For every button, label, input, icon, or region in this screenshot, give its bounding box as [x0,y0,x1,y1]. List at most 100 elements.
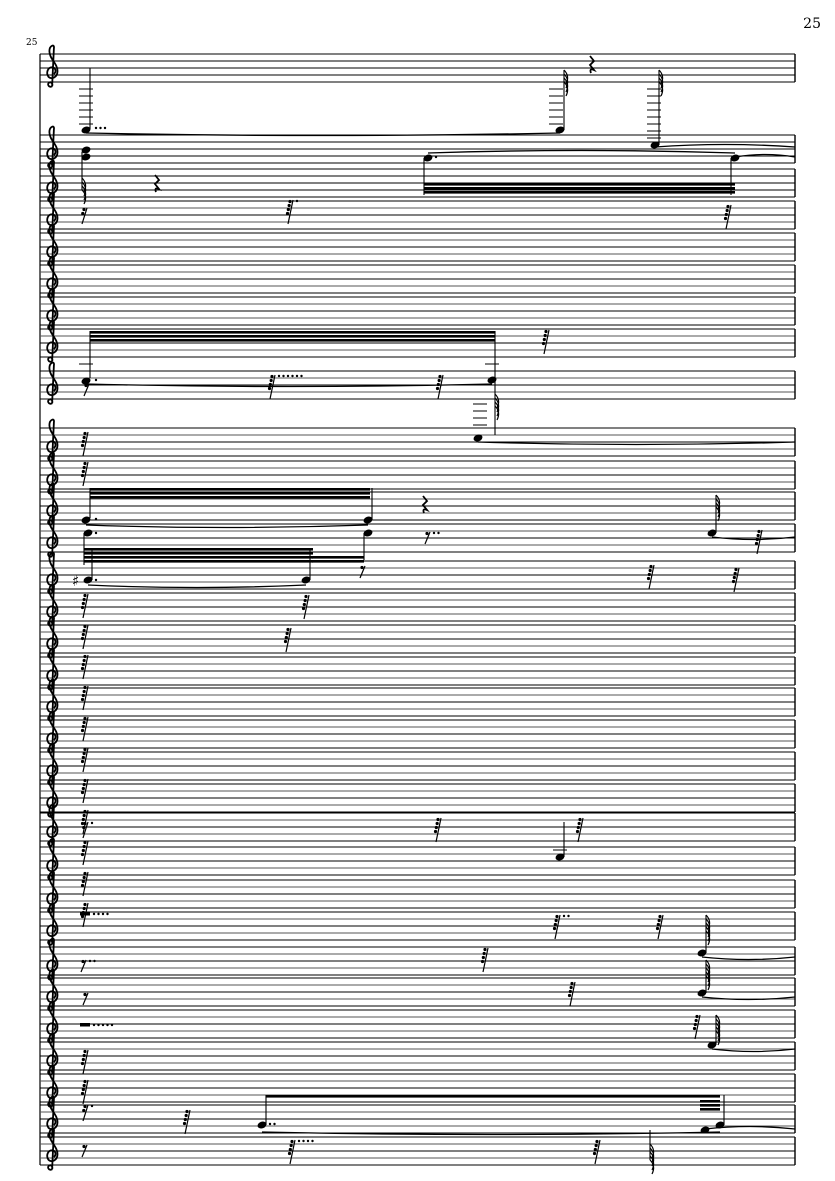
rest-flag [756,533,760,538]
rest-flag [81,817,85,822]
rest-stem [733,567,740,593]
augmentation-dot [282,374,285,378]
rest-stem [82,992,89,1006]
rest-flag [284,635,288,640]
beam [424,183,735,186]
flag [563,81,569,97]
tie [85,524,369,529]
rest-stem [81,1144,88,1158]
notehead [81,377,91,385]
rest-stem [554,914,561,940]
augmentation-dot [103,126,107,130]
rest-flag [83,840,87,845]
rest-flag [268,382,272,387]
rest-flag [646,576,651,581]
notehead [81,126,91,134]
quarter-rest [421,495,430,514]
rest-flag [433,829,438,834]
rest-flag [83,1049,87,1054]
rest-flag [569,985,573,990]
rest-flag [555,914,559,919]
rest-stem [648,564,655,590]
tie [85,132,561,137]
rest-flag [82,751,86,756]
augmentation-dot [97,912,100,916]
notehead [81,146,91,154]
beam [90,492,370,495]
tie [477,441,796,446]
augmentation-dot [434,155,438,159]
augmentation-dot [306,1139,310,1143]
augmentation-dot [295,374,299,378]
rest-flag [360,565,364,570]
beam [84,552,313,555]
beam [700,1108,720,1111]
rest-flag [483,947,487,952]
rest-flag [82,813,86,818]
rest-flag [694,1018,698,1023]
flag [563,77,569,93]
rest-flag [594,1143,598,1148]
augmentation-dot [300,374,303,378]
rest-flag [83,902,87,907]
rest-flag [183,1117,187,1122]
rest-flag [83,778,87,783]
rest-stem [82,1079,89,1105]
beam [84,560,313,563]
rest-flag [81,1087,85,1092]
rest-flag [182,1121,187,1126]
rest-stem [725,204,732,230]
rest-stem [577,817,584,843]
rest-flag [83,654,87,659]
augmentation-dot [94,378,98,382]
flag [658,81,664,97]
notehead [715,1121,725,1129]
beam [424,187,735,190]
rest-stem [424,531,431,545]
rest-flag [80,1061,85,1066]
rest-stem [82,747,89,773]
rest-flag [482,951,486,956]
rest-flag [285,211,290,216]
beam [90,335,495,338]
rest-flag [553,922,557,927]
flag [81,177,87,193]
rest-flag [438,374,442,379]
rest-flag [304,594,308,599]
rest-flag [648,568,652,573]
rest-flag [82,906,86,911]
rest-flag [726,204,730,209]
rest-stem [269,374,276,400]
rest-stem [82,593,89,619]
beam [312,556,364,559]
rest-flag [81,211,85,216]
notehead [257,1121,267,1129]
quarter-rest [153,174,162,193]
rest-flag [303,598,307,603]
notehead [301,576,311,584]
rest-flag [437,378,441,383]
rest-flag [81,439,85,444]
rest-flag [83,431,87,436]
augmentation-dot [311,1139,314,1143]
augmentation-dot [101,1023,105,1027]
rest-flag [288,199,292,204]
rest-flag [82,825,86,830]
rest-flag [656,922,660,927]
rest-flag [302,602,306,607]
rest-flag [267,386,272,391]
rest-stem [543,329,550,355]
tie [87,584,307,589]
beam [266,1095,720,1098]
rest-flag [595,1139,599,1144]
rest-flag [184,1113,188,1118]
rest-flag [554,918,558,923]
tie [701,996,796,1001]
rest-flag [83,992,87,997]
rest-flag [83,821,87,826]
rest-stem [82,1104,89,1122]
augmentation-dot [106,912,109,916]
rest-stem [82,431,89,457]
rest-flag [755,537,759,542]
rest-flag [757,529,761,534]
